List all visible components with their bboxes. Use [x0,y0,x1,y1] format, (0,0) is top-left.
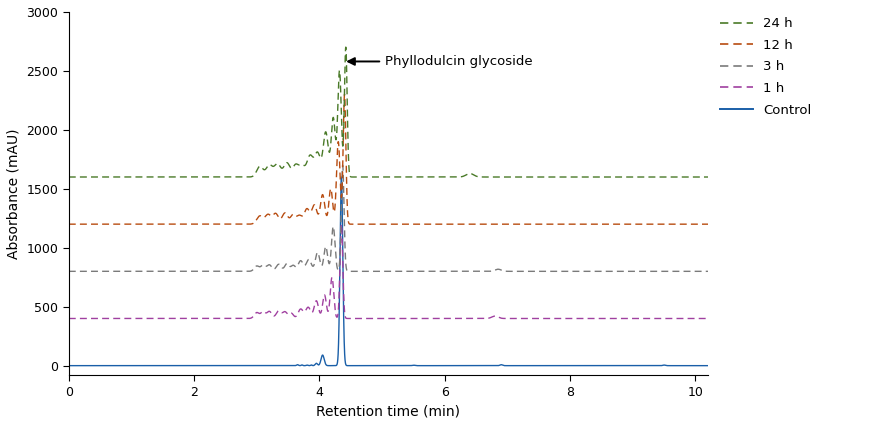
Y-axis label: Absorbance (mAU): Absorbance (mAU) [7,128,21,259]
Text: Phyllodulcin glycoside: Phyllodulcin glycoside [385,55,533,68]
Legend: 24 h, 12 h, 3 h, 1 h, Control: 24 h, 12 h, 3 h, 1 h, Control [714,12,817,122]
X-axis label: Retention time (min): Retention time (min) [317,404,460,418]
